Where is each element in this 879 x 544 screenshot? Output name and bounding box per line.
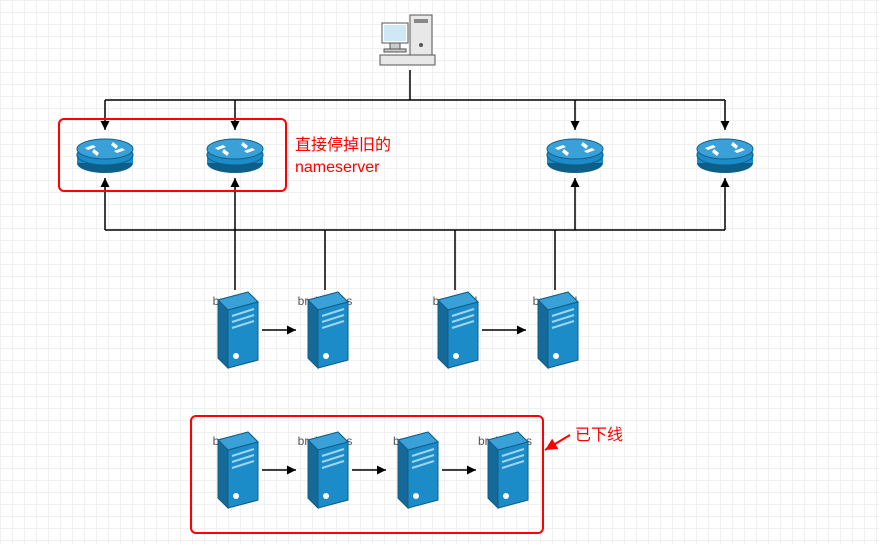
router-icon: 30.159 xyxy=(545,135,605,155)
server-icon: broker-a xyxy=(210,290,270,308)
router-icon: 30.33 xyxy=(695,135,755,155)
computer-icon xyxy=(380,15,440,70)
annotation-bottom: 已下线 xyxy=(575,425,623,447)
highlight-box-top xyxy=(58,118,287,192)
highlight-box-bottom xyxy=(190,415,544,534)
server-icon: broker-a-s xyxy=(300,290,360,308)
annotation-top: 直接停掉旧的 nameserver xyxy=(295,135,391,180)
server-icon: broker-d xyxy=(530,290,590,308)
server-icon: broker-d xyxy=(430,290,490,308)
